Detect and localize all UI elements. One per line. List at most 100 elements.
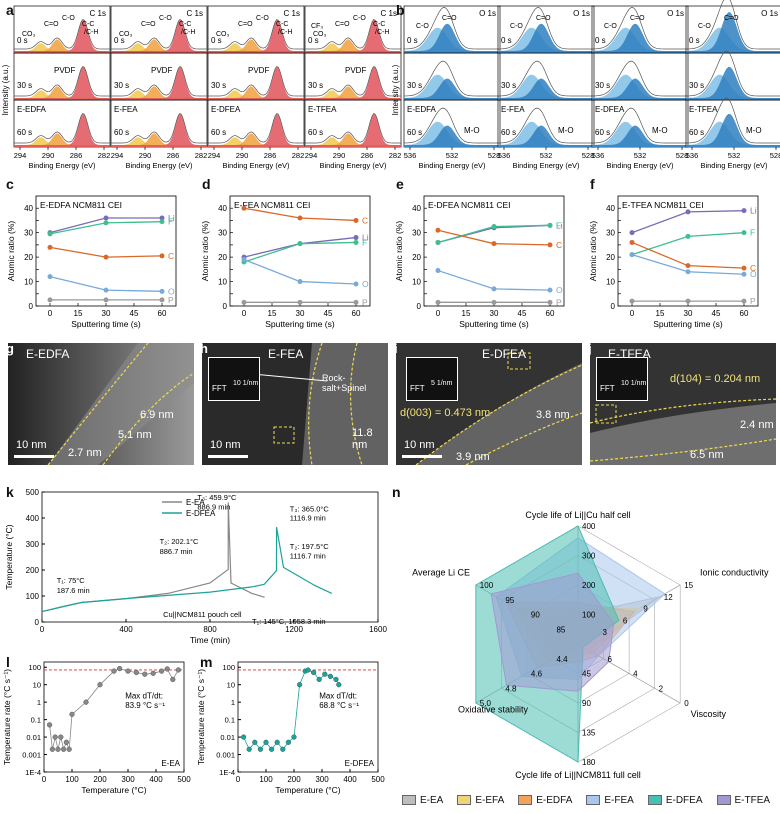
- tick-label: 200: [287, 775, 301, 784]
- panel-letter-h: h: [202, 343, 208, 356]
- tick-label: 45: [324, 309, 333, 318]
- tick-label: 300: [121, 775, 135, 784]
- peak-label: CO₃: [216, 31, 230, 38]
- series-label-o: O: [168, 286, 175, 296]
- annotation: Max dT/dt:: [319, 691, 357, 700]
- annotation: 187.6 min: [57, 586, 90, 595]
- xps-peak: [686, 121, 780, 147]
- panel-title: C 1s: [381, 9, 397, 18]
- xlabel: Temperature (°C): [81, 785, 146, 795]
- xps-peak: [686, 67, 780, 100]
- xps-peak: [592, 74, 688, 100]
- series-label-o: O: [556, 285, 563, 295]
- panel-title: C 1s: [90, 9, 106, 18]
- data-point-p: [685, 298, 691, 304]
- tick-label: 532: [728, 151, 741, 160]
- peak-label: C-O: [416, 23, 429, 30]
- radar-tick: 90: [531, 611, 540, 620]
- xps-peak: [111, 66, 207, 100]
- series-label-c: C: [168, 251, 174, 261]
- tick-label: 1E-4: [219, 768, 235, 777]
- time-label: 0 s: [501, 36, 512, 45]
- data-point-o: [47, 274, 53, 280]
- tick-label: 20: [606, 253, 615, 262]
- scale-bar-label: 10 nm: [16, 439, 47, 451]
- time-label: 30 s: [17, 81, 32, 90]
- tick-label: 100: [222, 663, 235, 672]
- tick-label: 294: [14, 151, 27, 160]
- time-label: 30 s: [114, 81, 129, 90]
- time-label: 0 s: [595, 36, 606, 45]
- panel-letter-m: m: [200, 654, 213, 670]
- annotation: 83.9 °C s⁻¹: [125, 701, 165, 710]
- thickness-label: 2.7 nm: [68, 447, 102, 459]
- peak-label: /C-H: [375, 29, 389, 36]
- tick-label: 528: [770, 151, 780, 160]
- tick-label: 0: [48, 309, 53, 318]
- tick-label: 0: [223, 302, 228, 311]
- data-point-p: [741, 298, 747, 304]
- data-point-o: [629, 252, 635, 258]
- radar-axis-label: Average Li CE: [412, 568, 470, 578]
- series-label-p: P: [750, 296, 756, 306]
- annotation: T₁: 75°C: [57, 576, 86, 585]
- xps-peak: [592, 121, 688, 147]
- xps-peak: [305, 133, 401, 147]
- time-label: 0 s: [308, 36, 319, 45]
- panel-title: C 1s: [284, 9, 300, 18]
- tick-label: 30: [218, 229, 227, 238]
- tick-label: 290: [42, 151, 55, 160]
- tick-label: 10: [33, 681, 41, 690]
- xlabel: Binding Energy (eV): [125, 161, 193, 170]
- tem-image-e-edfa: g E-EDFA 6.9 nm 5.1 nm 2.7 nm 10 nm: [8, 343, 194, 465]
- thickness-label: 5.1 nm: [118, 429, 152, 441]
- xps-envelope: [497, 107, 594, 144]
- series-label-o: O: [362, 279, 369, 289]
- tick-label: 15: [462, 309, 471, 318]
- peak-label: CO₃: [119, 31, 133, 38]
- peak-label: C=O: [238, 21, 253, 28]
- lattice-spacing-label: d(104) = 0.204 nm: [670, 373, 761, 385]
- radar-tick: 180: [582, 758, 596, 767]
- data-point: [333, 676, 339, 683]
- time-label: 30 s: [308, 81, 323, 90]
- xps-peak: [111, 43, 207, 53]
- radar-tick: 200: [582, 581, 596, 590]
- panel-letter-e: e: [396, 176, 404, 192]
- xlabel: Binding Energy (eV): [319, 161, 387, 170]
- axes-frame: [43, 661, 185, 773]
- fft-inset: FFT 10 1/nm: [596, 357, 648, 401]
- data-point-c: [297, 215, 303, 221]
- tick-label: 45: [130, 309, 139, 318]
- data-point: [58, 734, 64, 740]
- xps-peak: [111, 137, 207, 147]
- peak-label: C-C: [276, 21, 288, 28]
- data-point-c: [741, 265, 747, 271]
- scale-bar-label: 10 nm: [210, 439, 241, 451]
- xps-peak: [498, 125, 594, 147]
- sample-label: E-TFEA: [308, 105, 337, 114]
- xps-envelope: [591, 107, 688, 144]
- xps-envelope: [14, 112, 110, 144]
- scale-bar: [208, 455, 248, 458]
- peak-label: C-O: [256, 15, 269, 22]
- temperature-rate-chart-e-ea: 0 100 200 300 400 5001E-40.0010.010.1110100Te…: [2, 661, 191, 795]
- fft-scale: 5 1/nm: [431, 380, 453, 387]
- tick-label: 286: [70, 151, 83, 160]
- thickness-label: 3.8 nm: [536, 409, 570, 421]
- xps-peak: [305, 113, 401, 147]
- data-point: [133, 669, 140, 676]
- radar-tick: 400: [582, 522, 596, 531]
- tick-label: 528: [488, 151, 501, 160]
- tick-label: 536: [686, 151, 699, 160]
- legend-swatch: [647, 795, 662, 806]
- data-point-f: [685, 233, 691, 239]
- xps-peak: [111, 90, 207, 100]
- tick-label: 1200: [285, 625, 303, 634]
- scale-bar: [402, 455, 442, 458]
- xps-peak: [14, 113, 110, 147]
- radar-axis-label: Viscosity: [691, 709, 727, 719]
- data-point-f: [741, 230, 747, 236]
- xps-peak: [305, 90, 401, 100]
- pvdf-label: PVDF: [248, 66, 269, 75]
